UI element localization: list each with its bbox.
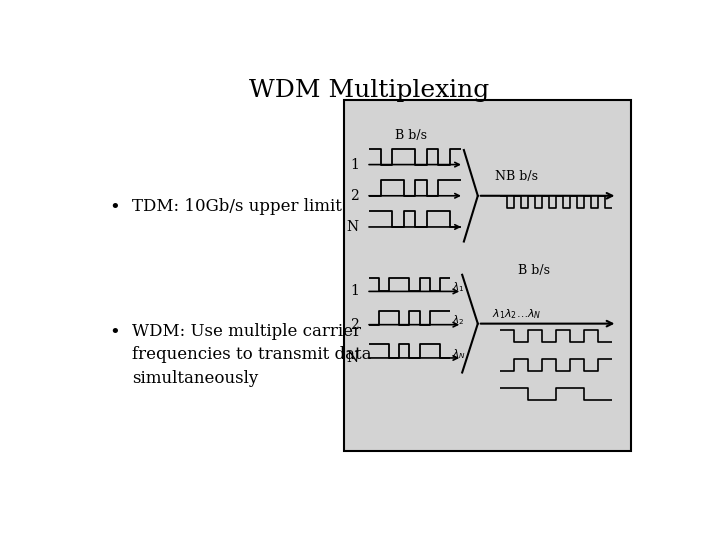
Bar (344, 100, 631, 451)
Text: B b/s: B b/s (395, 129, 427, 141)
Text: NB b/s: NB b/s (495, 170, 538, 183)
Text: 1: 1 (350, 158, 359, 172)
Text: 1: 1 (350, 285, 359, 299)
Text: N: N (347, 351, 359, 365)
Text: WDM: Use multiple carrier
frequencies to transmit data
simultaneously: WDM: Use multiple carrier frequencies to… (132, 322, 372, 387)
Text: B b/s: B b/s (518, 264, 549, 277)
Text: 2: 2 (350, 318, 359, 332)
Text: N: N (347, 220, 359, 234)
Text: $\lambda_1$: $\lambda_1$ (451, 280, 464, 294)
Text: •: • (109, 198, 120, 216)
Text: $\lambda_2$: $\lambda_2$ (451, 314, 464, 327)
Text: WDM Multiplexing: WDM Multiplexing (249, 79, 489, 103)
Text: •: • (109, 322, 120, 341)
Text: TDM: 10Gb/s upper limit: TDM: 10Gb/s upper limit (132, 198, 342, 215)
Text: $\lambda_N$: $\lambda_N$ (451, 347, 465, 361)
Text: $\lambda_1 \lambda_2\ldots\lambda_N$: $\lambda_1 \lambda_2\ldots\lambda_N$ (492, 307, 541, 321)
Text: 2: 2 (350, 189, 359, 203)
